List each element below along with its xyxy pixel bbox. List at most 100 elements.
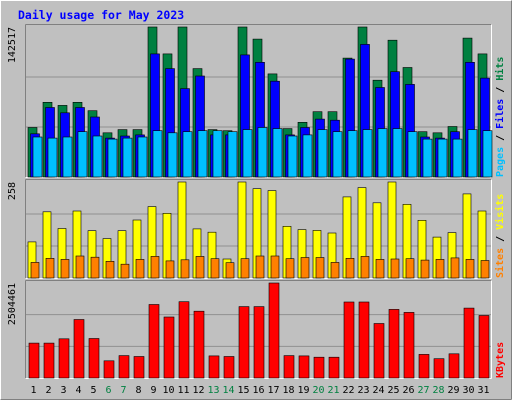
day-label-17: 17 (267, 385, 279, 396)
day-label-8: 8 (135, 385, 141, 396)
day-label-25: 25 (387, 385, 399, 396)
day-label-29: 29 (447, 385, 459, 396)
panel-legend: Sites / Visits (494, 194, 506, 278)
bar-pages-day-14 (227, 131, 238, 178)
bar-kbytes-day-4 (73, 319, 85, 379)
bar-pages-day-12 (197, 130, 208, 178)
bar-kbytes-day-2 (43, 342, 55, 379)
panel-hits-files-pages: 142517 Pages / Files / Hits (7, 24, 506, 178)
day-label-3: 3 (60, 385, 66, 396)
panel-kbytes: 2504461 KBytes (7, 280, 506, 379)
bar-pages-day-28 (437, 138, 448, 178)
bar-pages-day-1 (32, 136, 43, 178)
bar-pages-day-18 (287, 135, 298, 178)
bar-kbytes-day-7 (118, 355, 130, 379)
day-label-13: 13 (207, 385, 219, 396)
bar-sites-day-30 (465, 259, 475, 279)
day-label-6: 6 (105, 385, 111, 396)
series-pages (32, 127, 493, 178)
panel-max-label: 258 (7, 182, 18, 200)
legend-part-/: / (495, 230, 506, 248)
bar-pages-day-21 (332, 131, 343, 178)
bar-kbytes-day-1 (28, 342, 40, 379)
day-label-11: 11 (177, 385, 189, 396)
day-label-19: 19 (297, 385, 309, 396)
bar-kbytes-day-18 (283, 355, 295, 379)
bar-kbytes-day-31 (478, 315, 490, 379)
series-sites (30, 255, 490, 279)
bar-sites-day-1 (30, 262, 40, 279)
bar-sites-day-23 (360, 256, 370, 279)
day-labels: 1 2 3 4 5 6 7 8 9 10 11 12 13 14 15 16 17 18 19 20 21 22 23 24 2… (30, 385, 489, 396)
bar-pages-day-9 (152, 130, 163, 178)
bar-kbytes-day-6 (103, 360, 115, 379)
bar-sites-day-26 (405, 258, 415, 279)
panel-legend: Pages / Files / Hits (494, 57, 506, 177)
panel-max-label: 2504461 (7, 283, 18, 325)
bar-pages-day-22 (347, 130, 358, 178)
bar-pages-day-8 (137, 136, 148, 178)
day-label-14: 14 (222, 385, 234, 396)
bar-kbytes-day-17 (268, 282, 280, 379)
bar-sites-day-14 (225, 262, 235, 279)
day-label-5: 5 (90, 385, 96, 396)
bar-sites-day-18 (285, 258, 295, 279)
day-label-10: 10 (162, 385, 174, 396)
legend-part-pages: Pages (495, 147, 506, 177)
day-label-4: 4 (75, 385, 81, 396)
legend-part-visits: Visits (494, 194, 506, 230)
panel-visits-sites: 258 Sites / Visits (7, 179, 506, 279)
bar-pages-day-23 (362, 129, 373, 178)
bar-pages-day-13 (212, 130, 223, 178)
bar-pages-day-30 (467, 129, 478, 178)
day-label-2: 2 (45, 385, 51, 396)
day-label-20: 20 (312, 385, 324, 396)
bar-sites-day-11 (180, 259, 190, 279)
bar-sites-day-8 (135, 259, 145, 279)
bar-pages-day-20 (317, 129, 328, 178)
bar-kbytes-day-19 (298, 355, 310, 379)
bar-pages-day-6 (107, 138, 118, 178)
bar-sites-day-7 (120, 263, 130, 279)
bar-kbytes-day-14 (223, 356, 235, 379)
bar-sites-day-4 (75, 255, 85, 279)
bar-kbytes-day-28 (433, 358, 445, 379)
bar-sites-day-29 (450, 257, 460, 279)
bar-kbytes-day-12 (193, 310, 205, 379)
day-label-9: 9 (150, 385, 156, 396)
day-label-12: 12 (192, 385, 204, 396)
bar-sites-day-9 (150, 256, 160, 279)
day-label-24: 24 (372, 385, 384, 396)
bar-pages-day-31 (482, 130, 493, 178)
bar-kbytes-day-8 (133, 356, 145, 379)
day-label-22: 22 (342, 385, 354, 396)
bar-pages-day-15 (242, 129, 253, 178)
bar-sites-day-27 (420, 259, 430, 279)
bar-sites-day-10 (165, 260, 175, 279)
bar-sites-day-12 (195, 256, 205, 279)
day-label-1: 1 (30, 385, 36, 396)
bar-sites-day-24 (375, 259, 385, 279)
bar-kbytes-day-10 (163, 316, 175, 379)
bar-sites-day-2 (45, 257, 55, 279)
bar-sites-day-31 (480, 260, 490, 279)
legend-part-/: / (495, 129, 506, 147)
bar-pages-day-17 (272, 128, 283, 178)
bar-kbytes-day-16 (253, 306, 265, 379)
legend-part-/: / (495, 81, 506, 99)
bar-sites-day-21 (330, 262, 340, 279)
bar-pages-day-4 (77, 131, 88, 178)
day-label-21: 21 (327, 385, 339, 396)
bar-sites-day-25 (390, 258, 400, 279)
bar-pages-day-10 (167, 132, 178, 178)
bar-pages-day-27 (422, 138, 433, 178)
day-label-15: 15 (237, 385, 249, 396)
bar-kbytes-day-24 (373, 323, 385, 379)
bar-sites-day-16 (255, 255, 265, 279)
bar-pages-day-24 (377, 128, 388, 178)
legend-part-sites: Sites (494, 248, 506, 278)
day-label-28: 28 (432, 385, 444, 396)
bar-sites-day-13 (210, 258, 220, 279)
day-label-31: 31 (477, 385, 489, 396)
